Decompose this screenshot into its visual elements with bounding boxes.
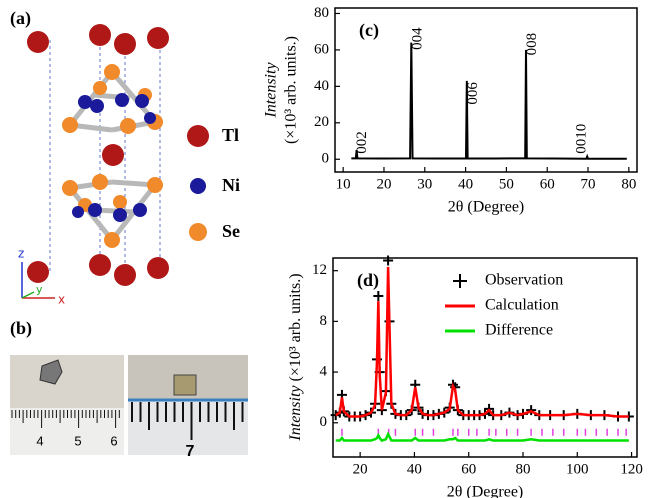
legend-label: Tl — [222, 125, 239, 145]
axis-label: z — [18, 247, 24, 261]
peak-label: 002 — [354, 131, 370, 154]
ruler-label: 4 — [36, 433, 43, 448]
tl-atoms — [27, 24, 169, 286]
y-axis-label: Intensity — [263, 62, 280, 119]
crystal-sample — [174, 375, 196, 395]
observation-point — [383, 256, 393, 266]
peak-label: 004 — [409, 27, 425, 50]
x-axis-label: 2θ (Degree) — [447, 484, 524, 498]
ruler-label: 7 — [186, 443, 195, 460]
x-tick-label: 70 — [581, 176, 596, 192]
legend-label: Ni — [222, 175, 240, 195]
peak-label: 006 — [465, 82, 481, 105]
x-tick-label: 80 — [516, 461, 531, 477]
plot-frame — [335, 8, 637, 172]
y-tick-label: 40 — [314, 78, 329, 94]
legend-swatch — [453, 274, 467, 288]
figure: (a) Tl Ni Se z y x (b) — [0, 0, 660, 498]
ruler-label: 6 — [110, 433, 117, 448]
legend-swatch — [190, 178, 206, 194]
x-tick-label: 100 — [566, 461, 589, 477]
axis-label: y — [36, 283, 43, 296]
x-tick-label: 120 — [620, 461, 643, 477]
x-tick-label: 20 — [353, 461, 368, 477]
legend-label: Calculation — [485, 297, 559, 314]
legend-label: Observation — [485, 272, 563, 289]
y-tick-label: 0 — [322, 151, 330, 167]
y-axis-unit: (×10³ arb. units.) — [283, 36, 300, 144]
y-tick-label: 4 — [320, 364, 328, 380]
observation-point — [373, 291, 383, 301]
y-axis-label: Intensity — [287, 385, 304, 442]
y-tick-label: 12 — [312, 262, 327, 278]
y-tick-label: 80 — [314, 5, 329, 21]
y-tick-label: 60 — [314, 41, 329, 57]
ruler-label: 5 — [74, 433, 81, 448]
y-tick-label: 8 — [320, 313, 328, 329]
x-axis-label: 2θ (Degree) — [448, 199, 525, 216]
x-tick-label: 20 — [376, 176, 391, 192]
series-line — [336, 267, 629, 417]
panel-label: (c) — [359, 20, 379, 41]
panel-label: (d) — [357, 270, 379, 291]
x-tick-label: 40 — [407, 461, 422, 477]
x-tick-label: 60 — [540, 176, 555, 192]
x-tick-label: 60 — [461, 461, 476, 477]
y-tick-label: 0 — [320, 414, 328, 430]
x-tick-label: 10 — [336, 176, 351, 192]
x-tick-label: 30 — [417, 176, 432, 192]
legend-label: Difference — [485, 322, 553, 339]
legend-swatch — [189, 223, 207, 241]
x-tick-label: 80 — [621, 176, 636, 192]
x-tick-label: 40 — [458, 176, 473, 192]
legend-label: Se — [222, 221, 240, 241]
legend-swatch — [187, 125, 209, 147]
y-tick-label: 20 — [314, 114, 329, 130]
panel-label: (a) — [10, 8, 31, 29]
peak-label: 008 — [524, 33, 540, 56]
peak-label: 0010 — [574, 124, 590, 154]
panel-label: (b) — [10, 318, 32, 339]
x-tick-label: 50 — [499, 176, 514, 192]
axis-label: x — [58, 293, 65, 307]
y-axis-unit: (×10³ arb. units.) — [287, 273, 304, 381]
y-axis-label-group: Intensity (×10³ arb. units.) — [287, 273, 304, 441]
